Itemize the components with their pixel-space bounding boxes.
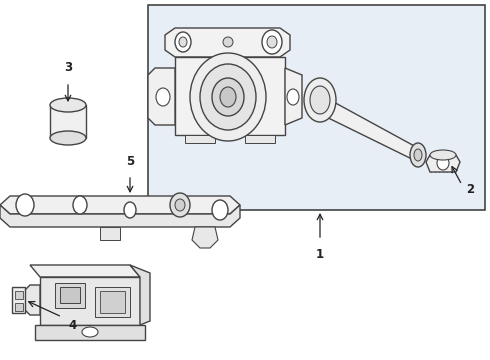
- Ellipse shape: [73, 196, 87, 214]
- Bar: [15, 291, 23, 299]
- Ellipse shape: [304, 78, 336, 122]
- Bar: [60, 287, 80, 303]
- Bar: [95, 287, 130, 317]
- Ellipse shape: [175, 199, 185, 211]
- Ellipse shape: [50, 98, 86, 112]
- Polygon shape: [426, 155, 460, 172]
- Polygon shape: [175, 57, 285, 135]
- Ellipse shape: [410, 143, 426, 167]
- Ellipse shape: [212, 78, 244, 116]
- Ellipse shape: [267, 36, 277, 48]
- Polygon shape: [165, 28, 290, 57]
- Text: 2: 2: [466, 183, 474, 196]
- Ellipse shape: [124, 202, 136, 218]
- Ellipse shape: [287, 89, 299, 105]
- Ellipse shape: [414, 149, 422, 161]
- Polygon shape: [30, 265, 140, 277]
- Ellipse shape: [437, 156, 449, 170]
- Ellipse shape: [179, 37, 187, 47]
- Ellipse shape: [220, 87, 236, 107]
- Ellipse shape: [200, 64, 256, 130]
- Ellipse shape: [175, 32, 191, 52]
- Polygon shape: [192, 227, 218, 248]
- Polygon shape: [35, 325, 145, 340]
- Text: 4: 4: [68, 319, 76, 332]
- Bar: [245, 135, 275, 143]
- Polygon shape: [100, 227, 120, 240]
- Polygon shape: [12, 287, 25, 313]
- Ellipse shape: [430, 150, 456, 160]
- Bar: [15, 303, 23, 311]
- Ellipse shape: [170, 193, 190, 217]
- Polygon shape: [130, 265, 150, 325]
- Polygon shape: [50, 105, 86, 138]
- Ellipse shape: [310, 86, 330, 114]
- Ellipse shape: [50, 131, 86, 145]
- Ellipse shape: [190, 53, 266, 141]
- Text: 5: 5: [126, 155, 134, 168]
- Bar: [148, 5, 485, 210]
- Polygon shape: [148, 68, 175, 125]
- Ellipse shape: [262, 30, 282, 54]
- Bar: [55, 283, 85, 308]
- Bar: [185, 135, 215, 143]
- Polygon shape: [25, 285, 40, 315]
- Polygon shape: [0, 196, 240, 214]
- Ellipse shape: [156, 88, 170, 106]
- Ellipse shape: [223, 37, 233, 47]
- Ellipse shape: [212, 200, 228, 220]
- Polygon shape: [0, 205, 240, 227]
- Polygon shape: [40, 277, 140, 325]
- Polygon shape: [285, 68, 302, 125]
- Text: 3: 3: [64, 61, 72, 74]
- Polygon shape: [308, 88, 418, 162]
- Bar: [100, 291, 125, 313]
- Text: 1: 1: [316, 248, 324, 261]
- Ellipse shape: [16, 194, 34, 216]
- Ellipse shape: [82, 327, 98, 337]
